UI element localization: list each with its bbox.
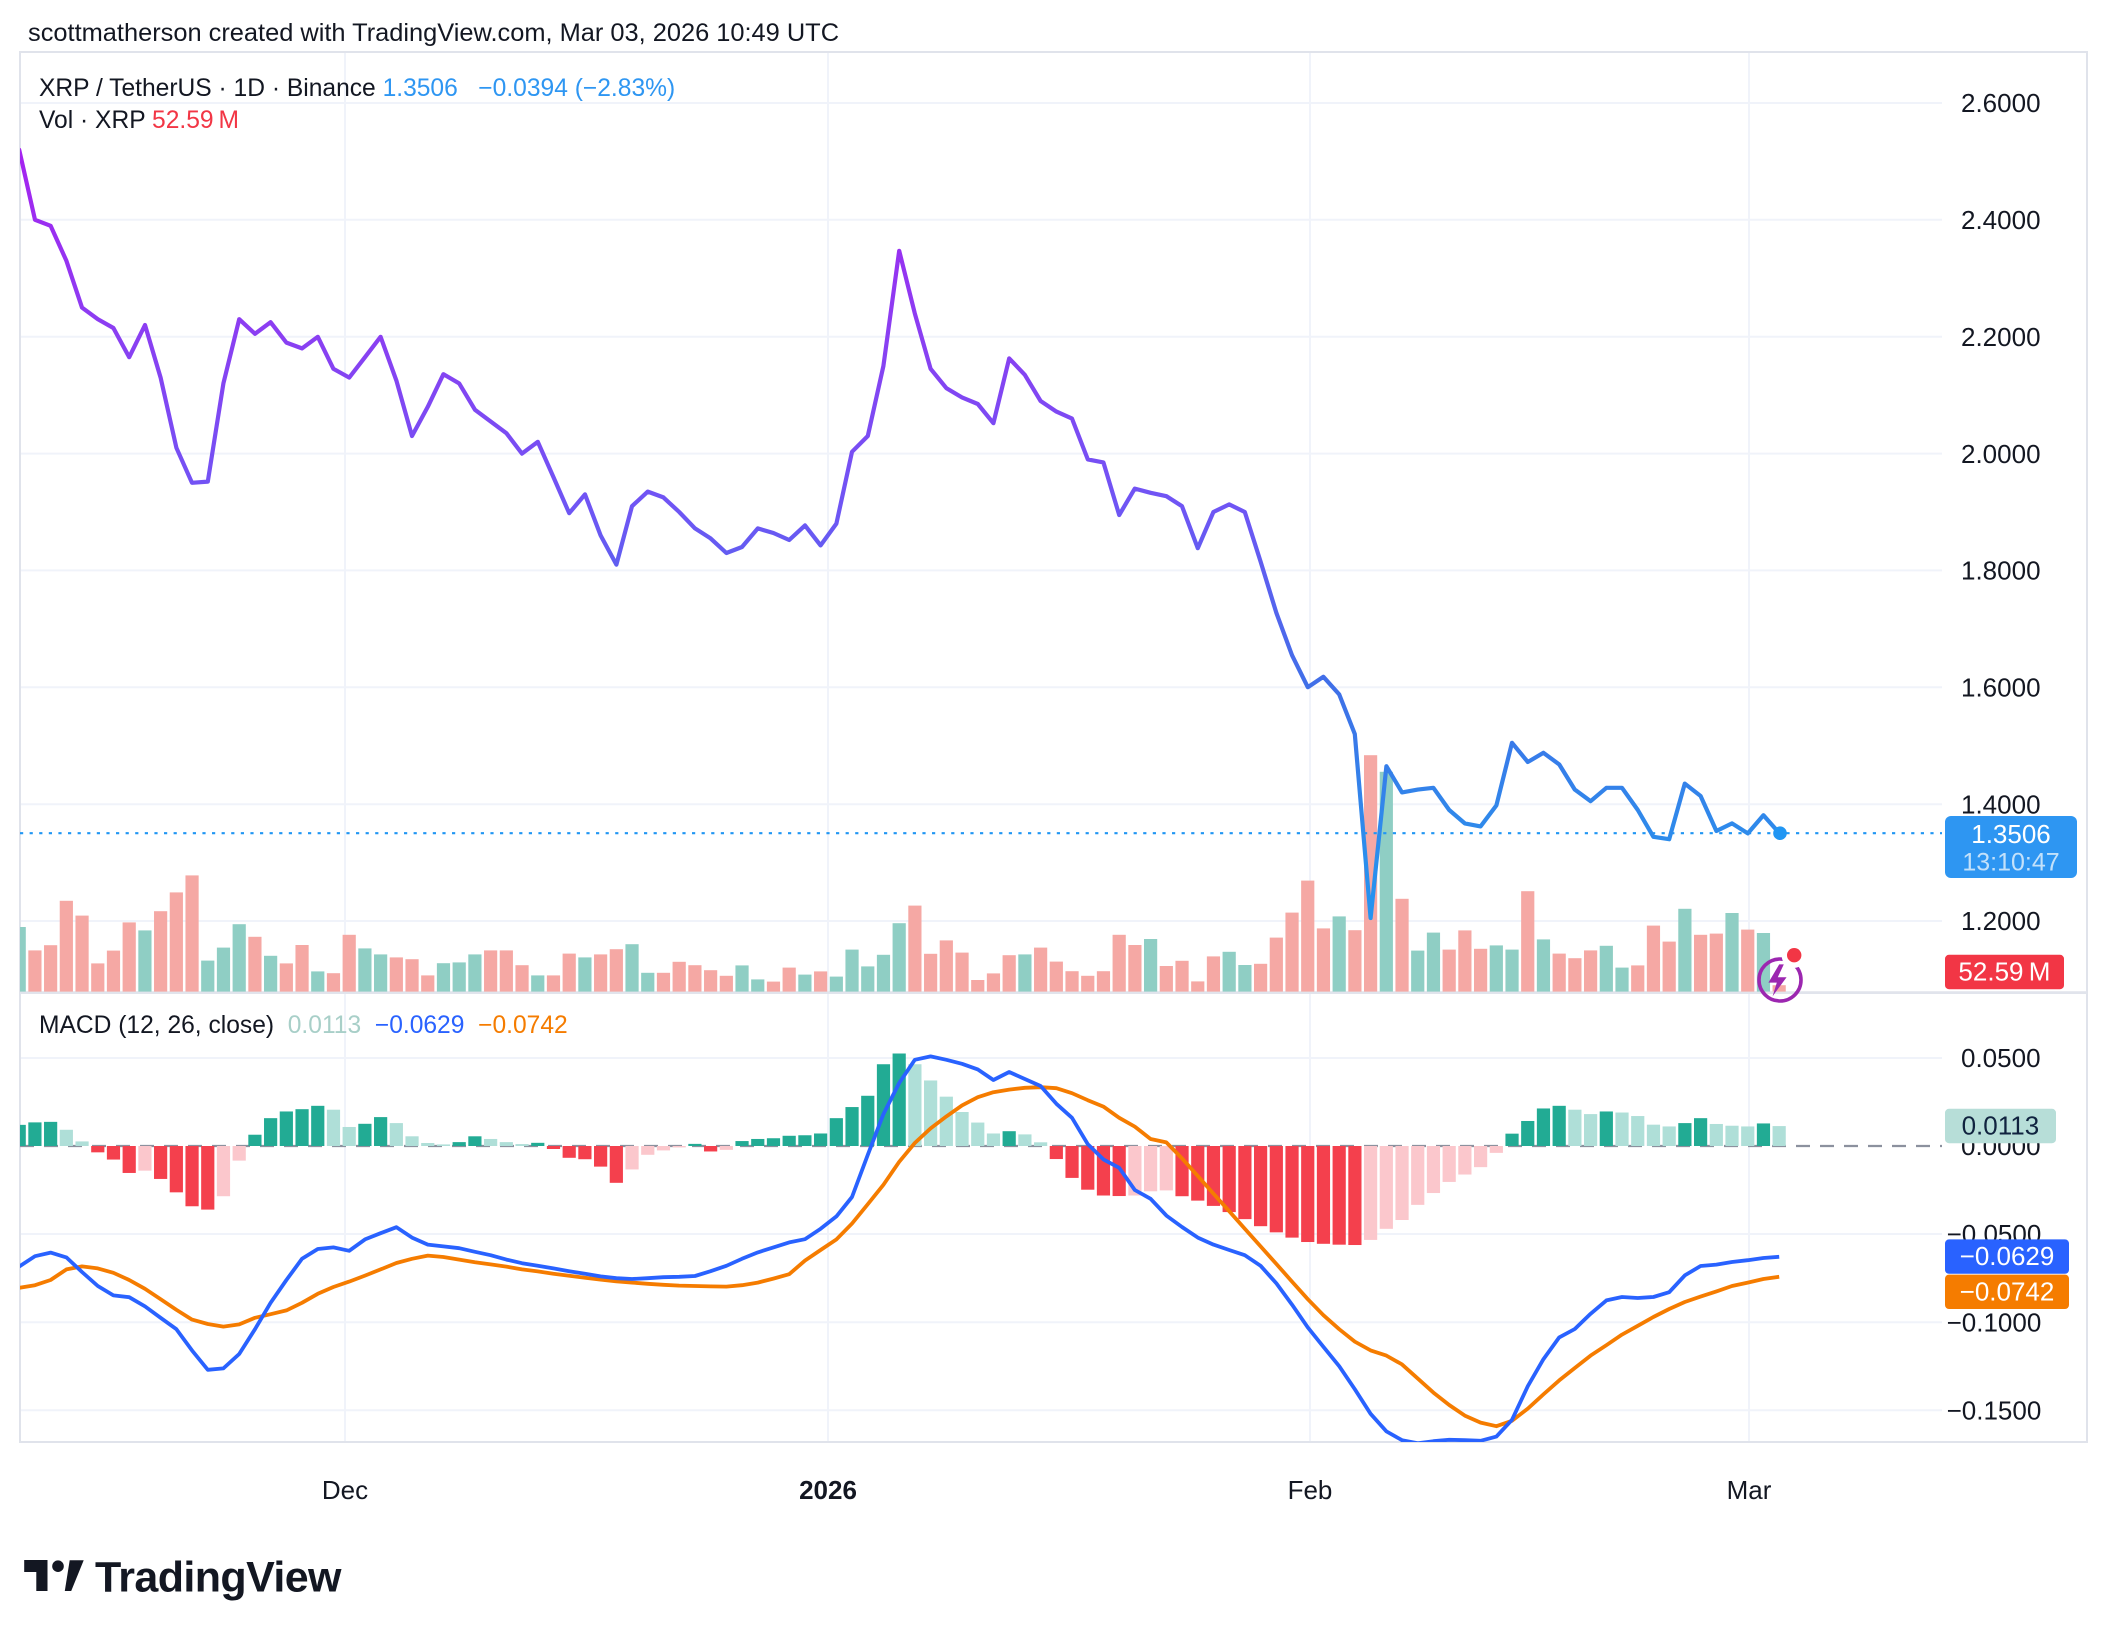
svg-text:1.2000: 1.2000	[1961, 906, 2041, 936]
svg-text:52.59 M: 52.59 M	[1958, 957, 2050, 987]
svg-text:2.0000: 2.0000	[1961, 439, 2041, 469]
svg-text:Mar: Mar	[1727, 1475, 1772, 1505]
svg-text:0.0500: 0.0500	[1961, 1043, 2041, 1073]
svg-text:Dec: Dec	[322, 1475, 368, 1505]
svg-text:−0.1500: −0.1500	[1947, 1396, 2042, 1426]
svg-text:2.6000: 2.6000	[1961, 88, 2041, 118]
svg-text:Feb: Feb	[1288, 1475, 1333, 1505]
svg-text:TradingView: TradingView	[95, 1554, 342, 1602]
svg-text:−0.0742: −0.0742	[1960, 1276, 2055, 1306]
svg-text:scottmatherson created with Tr: scottmatherson created with TradingView.…	[28, 19, 839, 47]
svg-text:−0.1000: −0.1000	[1947, 1307, 2042, 1337]
svg-text:1.6000: 1.6000	[1961, 672, 2041, 702]
svg-text:2.2000: 2.2000	[1961, 322, 2041, 352]
svg-text:−0.0629: −0.0629	[1960, 1241, 2055, 1271]
svg-text:1.4000: 1.4000	[1961, 789, 2041, 819]
svg-text:13:10:47: 13:10:47	[1962, 849, 2059, 877]
svg-text:0.0113: 0.0113	[1962, 1111, 2040, 1141]
svg-text:MACD (12, 26, close) 0.0113: MACD (12, 26, close) 0.0113 −0.0629 −0.0…	[39, 1012, 568, 1039]
svg-text:XRP / TetherUS · 1D · Binance: XRP / TetherUS · 1D · Binance 1.3506 −0.…	[39, 75, 675, 102]
svg-text:2026: 2026	[799, 1475, 857, 1505]
svg-text:1.3506: 1.3506	[1971, 819, 2051, 849]
svg-text:1.8000: 1.8000	[1961, 556, 2041, 586]
svg-text:Vol · XRP 52.59 M: Vol · XRP 52.59 M	[39, 107, 239, 134]
svg-text:2.4000: 2.4000	[1961, 205, 2041, 235]
